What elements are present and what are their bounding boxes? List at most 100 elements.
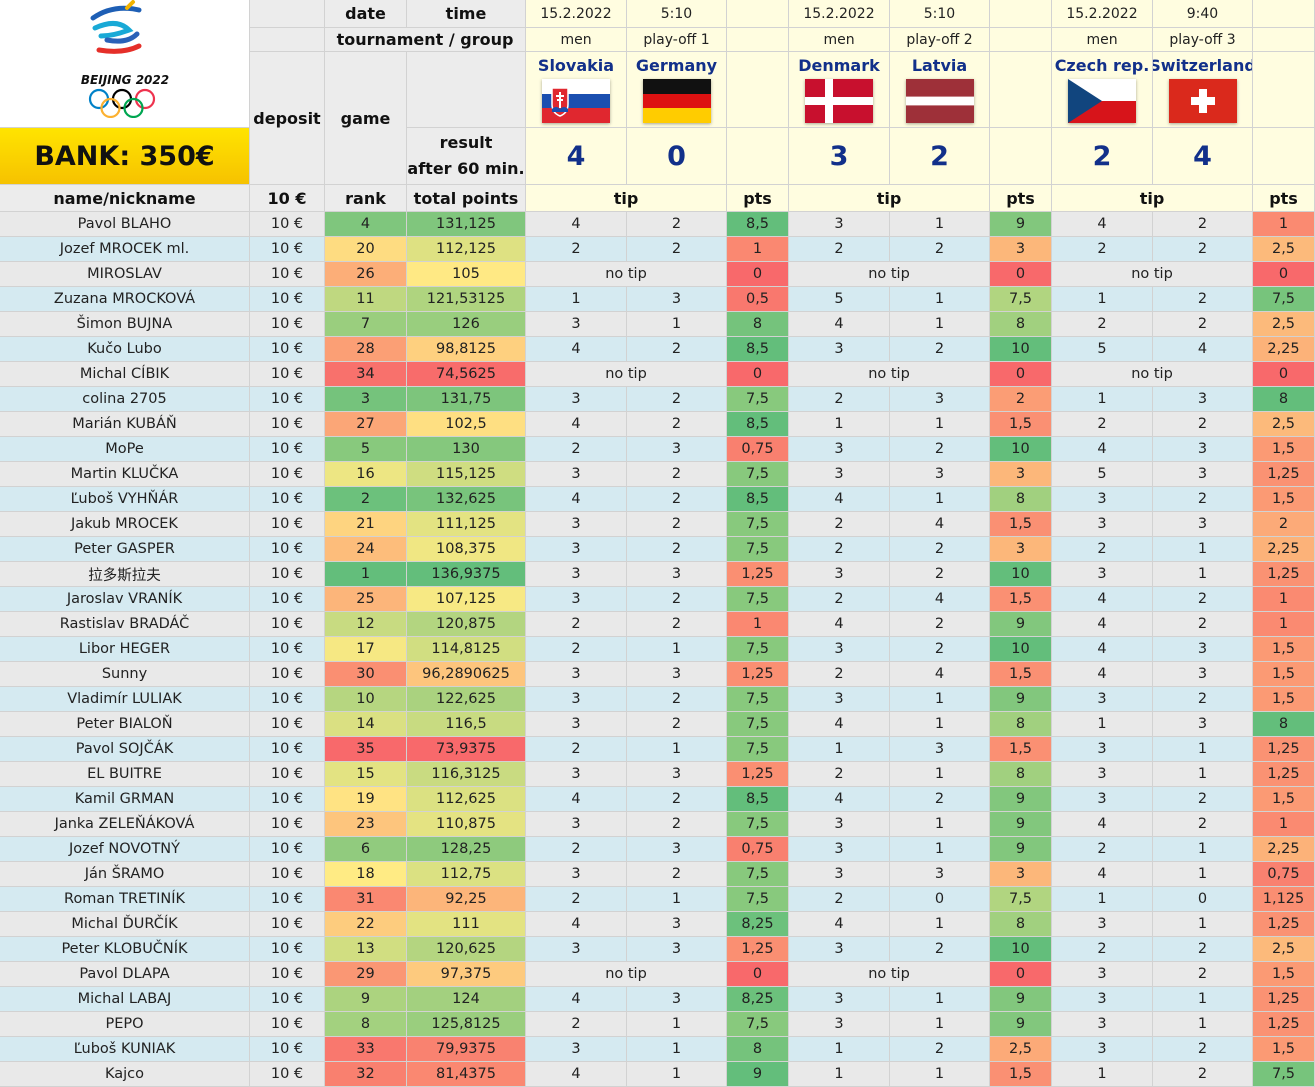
player-deposit: 10 €: [250, 212, 325, 237]
player-deposit: 10 €: [250, 687, 325, 712]
tip-away: 1: [627, 312, 727, 337]
tip-away: 1: [627, 1012, 727, 1037]
tip-away: 2: [627, 687, 727, 712]
tip-points: 2,5: [990, 1037, 1052, 1062]
tip-away: 2: [1153, 812, 1253, 837]
tip-points: 8: [1253, 387, 1315, 412]
player-name: MIROSLAV: [0, 262, 250, 287]
tip-points: 3: [990, 462, 1052, 487]
pts-column-header: pts: [727, 185, 789, 212]
team-name: Latvia: [911, 56, 968, 75]
player-total-points: 108,375: [407, 537, 526, 562]
player-deposit: 10 €: [250, 712, 325, 737]
tip-home: 3: [1052, 762, 1153, 787]
tip-points: 8,5: [727, 787, 789, 812]
team-cell: Czech rep.: [1052, 52, 1153, 128]
tip-column-header: tip: [789, 185, 990, 212]
tip-points: 8,5: [727, 487, 789, 512]
player-total-points: 96,2890625: [407, 662, 526, 687]
player-name: Kučo Lubo: [0, 337, 250, 362]
tip-home: 4: [526, 987, 627, 1012]
tip-points: 1: [727, 237, 789, 262]
no-tip-label: no tip: [789, 962, 990, 987]
tip-home: 3: [1052, 737, 1153, 762]
tip-home: 3: [526, 537, 627, 562]
player-name: Rastislav BRADÁČ: [0, 612, 250, 637]
empty-header-cell: [250, 28, 325, 52]
tip-away: 0: [890, 887, 990, 912]
player-name: Marián KUBÁŇ: [0, 412, 250, 437]
player-name: Michal ĎURČÍK: [0, 912, 250, 937]
tip-home: 3: [526, 687, 627, 712]
tip-home: 3: [526, 862, 627, 887]
tip-points: 2,5: [1253, 412, 1315, 437]
tip-home: 4: [1052, 212, 1153, 237]
team-cell: Slovakia: [526, 52, 627, 128]
match-time: 5:10: [627, 0, 727, 28]
tip-home: 3: [526, 762, 627, 787]
tip-away: 2: [1153, 962, 1253, 987]
match-time: 9:40: [1153, 0, 1253, 28]
deposit-column-header: 10 €: [250, 185, 325, 212]
total-points-column-header: total points: [407, 185, 526, 212]
tip-home: 1: [1052, 1062, 1153, 1087]
player-total-points: 121,53125: [407, 287, 526, 312]
tip-points: 9: [990, 987, 1052, 1012]
player-name: Ľuboš KUNIAK: [0, 1037, 250, 1062]
player-deposit: 10 €: [250, 512, 325, 537]
tip-home: 4: [789, 912, 890, 937]
player-rank: 20: [325, 237, 407, 262]
empty-cell: [990, 52, 1052, 128]
player-total-points: 122,625: [407, 687, 526, 712]
player-deposit: 10 €: [250, 887, 325, 912]
tip-points: 3: [990, 237, 1052, 262]
tip-away: 3: [627, 662, 727, 687]
tip-home: 2: [1052, 312, 1153, 337]
tip-points: 1: [1253, 212, 1315, 237]
tip-away: 2: [1153, 487, 1253, 512]
tip-away: 3: [890, 462, 990, 487]
tip-home: 1: [789, 1062, 890, 1087]
tip-home: 4: [1052, 862, 1153, 887]
tip-away: 2: [627, 412, 727, 437]
tip-points: 8: [990, 762, 1052, 787]
player-name: Peter GASPER: [0, 537, 250, 562]
player-deposit: 10 €: [250, 537, 325, 562]
player-rank: 25: [325, 587, 407, 612]
score-team2: 2: [890, 128, 990, 185]
tip-home: 3: [1052, 987, 1153, 1012]
tip-points: 1,5: [1253, 487, 1315, 512]
player-rank: 21: [325, 512, 407, 537]
player-total-points: 111: [407, 912, 526, 937]
tip-points: 10: [990, 937, 1052, 962]
tip-points: 9: [990, 837, 1052, 862]
tip-points: 1,5: [1253, 437, 1315, 462]
latvia-flag-icon: [905, 79, 974, 123]
player-rank: 26: [325, 262, 407, 287]
match-time: 5:10: [890, 0, 990, 28]
tip-home: 3: [526, 562, 627, 587]
beijing-2022-logo: BEIJING 2022: [80, 0, 169, 118]
tip-home: 2: [526, 237, 627, 262]
player-deposit: 10 €: [250, 837, 325, 862]
player-rank: 32: [325, 1062, 407, 1087]
score-team1: 3: [789, 128, 890, 185]
tip-home: 3: [789, 987, 890, 1012]
tip-points: 2,5: [1253, 937, 1315, 962]
player-name: Peter BIALOŇ: [0, 712, 250, 737]
tip-home: 3: [789, 212, 890, 237]
tip-home: 4: [789, 612, 890, 637]
tip-home: 3: [526, 712, 627, 737]
tip-home: 3: [789, 337, 890, 362]
player-rank: 17: [325, 637, 407, 662]
tournament-header: tournament / group: [325, 28, 526, 52]
tip-home: 3: [526, 1037, 627, 1062]
tip-points: 2,25: [1253, 337, 1315, 362]
tip-away: 1: [890, 762, 990, 787]
player-total-points: 128,25: [407, 837, 526, 862]
tip-home: 1: [1052, 387, 1153, 412]
tip-away: 3: [627, 987, 727, 1012]
logo-text: BEIJING 2022: [80, 73, 168, 87]
tip-away: 3: [1153, 712, 1253, 737]
tip-points: 8,5: [727, 212, 789, 237]
